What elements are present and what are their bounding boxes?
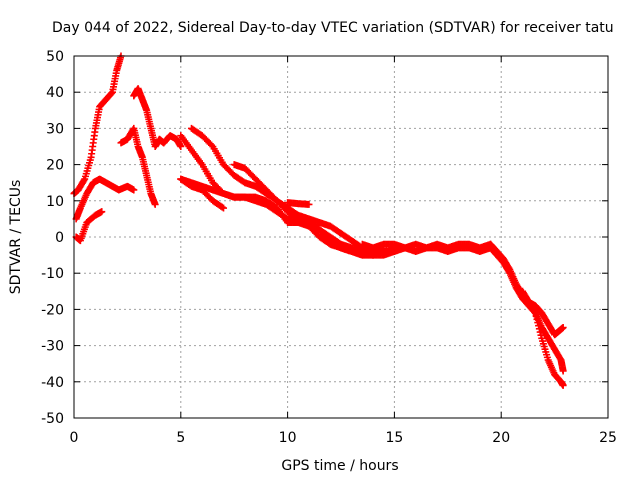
data-point <box>559 367 567 375</box>
y-tick-label: 40 <box>46 85 64 101</box>
series-track-k <box>177 175 228 212</box>
series-track-n <box>358 240 495 252</box>
series-track-l <box>284 199 313 208</box>
y-tick-label: -40 <box>41 375 64 391</box>
chart-title: Day 044 of 2022, Sidereal Day-to-day VTE… <box>52 20 614 36</box>
data-point <box>177 143 185 150</box>
y-tick-label: 0 <box>55 230 64 246</box>
data-point <box>108 89 116 97</box>
y-tick-label: -50 <box>41 411 64 427</box>
grid <box>74 56 608 418</box>
data-point <box>220 204 228 212</box>
data-point <box>208 141 216 149</box>
series-track-d <box>117 124 159 208</box>
y-tick-label: 10 <box>46 194 64 210</box>
data-point <box>130 186 138 194</box>
y-tick-label: 20 <box>46 158 64 174</box>
series-track-e <box>130 85 168 150</box>
y-axis-label: SDTVAR / TECUs <box>8 180 24 295</box>
x-tick-label: 10 <box>279 430 297 446</box>
series-track-b <box>72 175 138 223</box>
y-tick-label: -20 <box>41 302 64 318</box>
series-track-a <box>70 52 125 198</box>
y-tick-label: 50 <box>46 49 64 65</box>
data-point <box>80 176 88 184</box>
y-tick-label: -30 <box>41 339 64 355</box>
series-track-q <box>519 287 567 375</box>
data-point <box>559 324 567 331</box>
axis-ticks: 0 5 10 15 20 25 -50 -40 -30 -20 -10 0 10 20 30 40 50 <box>41 49 617 446</box>
data-point <box>218 203 226 211</box>
data-point <box>151 200 159 208</box>
x-tick-label: 5 <box>176 430 185 446</box>
y-tick-label: -10 <box>41 266 64 282</box>
x-tick-label: 25 <box>599 430 617 446</box>
series-track-c <box>72 208 106 245</box>
series-track-j <box>230 161 398 259</box>
x-tick-label: 0 <box>70 430 79 446</box>
data-point <box>98 208 106 216</box>
x-axis-label: GPS time / hours <box>281 458 398 474</box>
data-point <box>559 381 567 389</box>
series-track-f <box>160 132 185 150</box>
x-tick-label: 20 <box>492 430 510 446</box>
data-points <box>70 52 567 389</box>
series-track-p <box>487 244 567 389</box>
data-point <box>305 200 313 208</box>
y-tick-label: 30 <box>46 121 64 137</box>
x-tick-label: 15 <box>385 430 403 446</box>
plot-frame <box>73 55 609 419</box>
